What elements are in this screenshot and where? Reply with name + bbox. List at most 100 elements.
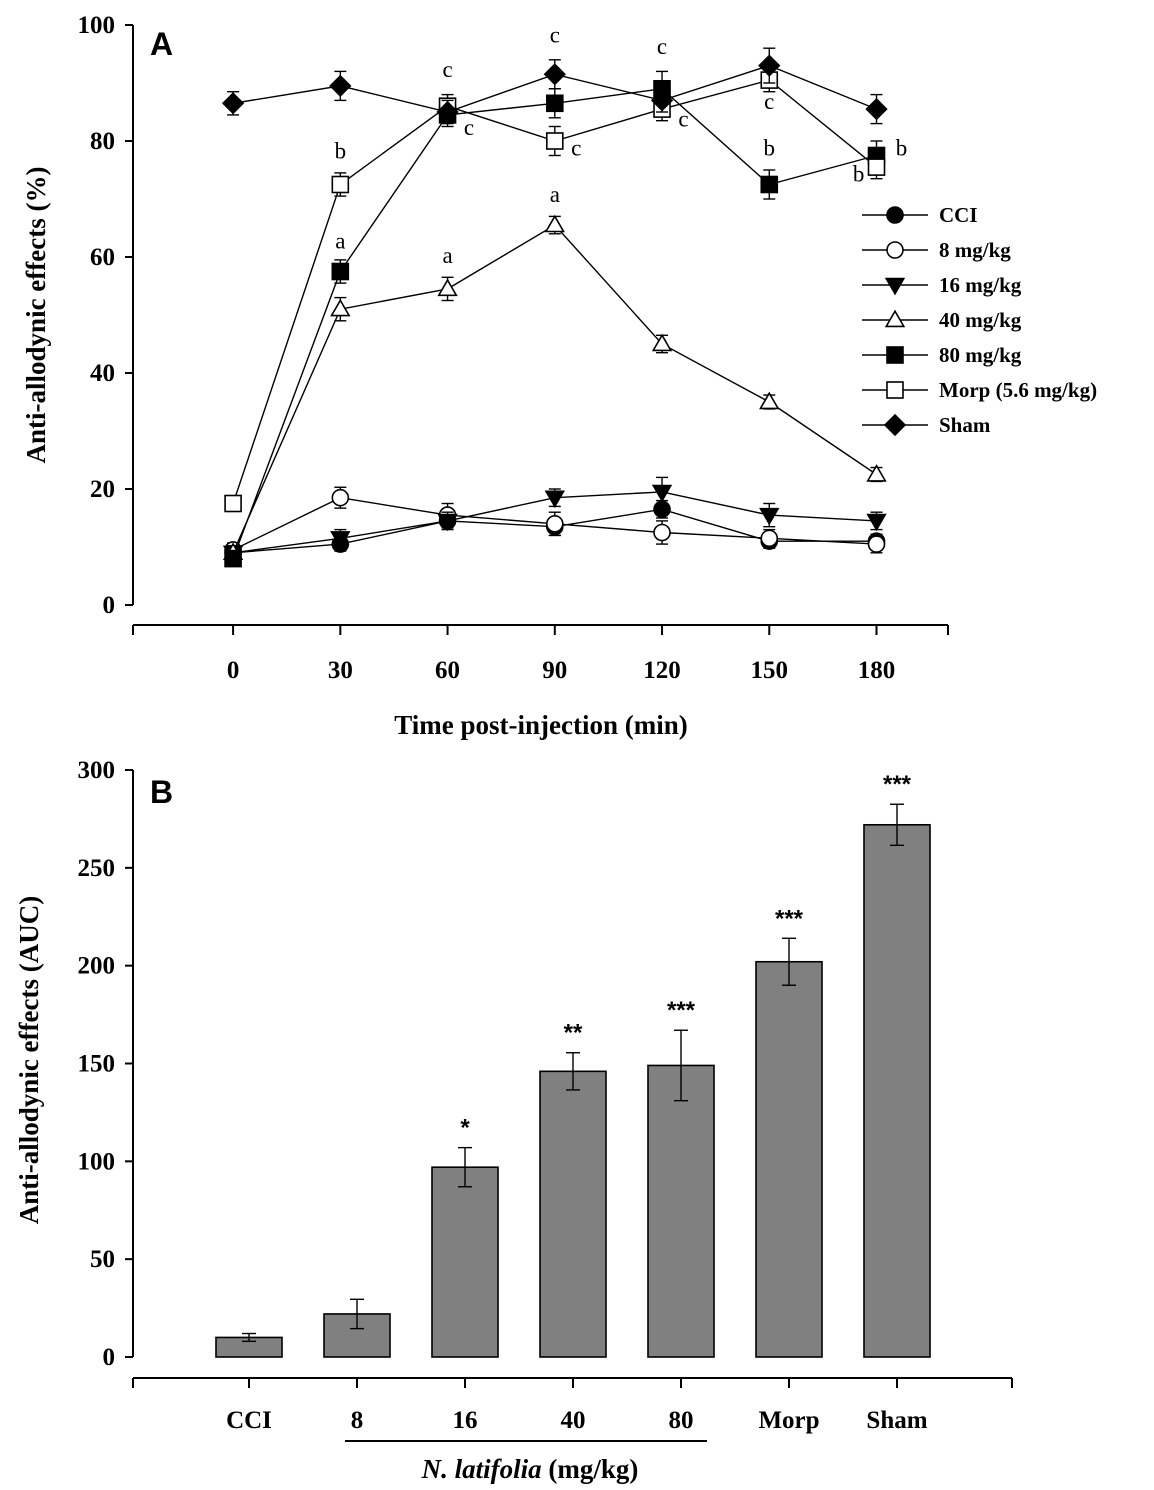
chart-b-y-tick-label: 300 xyxy=(78,757,116,784)
chart-b-group-label-italic: N. latifolia xyxy=(421,1454,542,1484)
chart-b-x-tick-label-16: 16 xyxy=(453,1407,478,1434)
point-40-mg-kg xyxy=(866,464,887,482)
significance-letter: c xyxy=(764,89,774,114)
chart-a: A Anti-allodynic effects (%) Time post-i… xyxy=(21,12,1097,740)
point-sham xyxy=(865,97,888,121)
significance-letter: b xyxy=(764,136,776,161)
chart-a-y-tick-label: 0 xyxy=(103,592,116,619)
series-line-80-mg-kg xyxy=(232,88,877,559)
legend-label-40-mg-kg: 40 mg/kg xyxy=(939,308,1022,332)
point-80-mg-kg xyxy=(760,175,779,194)
legend-label-sham: Sham xyxy=(939,413,991,437)
significance-letter: c xyxy=(678,107,688,132)
legend-label-morp-5-6-mg-kg: Morp (5.6 mg/kg) xyxy=(939,378,1097,402)
point-16-mg-kg xyxy=(544,490,565,509)
legend-item-8-mg-kg: 8 mg/kg xyxy=(862,238,1011,262)
panel-a-letter: A xyxy=(150,26,173,62)
significance-stars-sham: *** xyxy=(883,771,912,798)
bar-sham xyxy=(863,823,931,1358)
significance-letter: c xyxy=(657,34,667,59)
chart-b-group-label: N. latifolia (mg/kg) xyxy=(421,1454,639,1484)
chart-a-x-tick-label: 60 xyxy=(435,657,460,684)
significance-letter: b xyxy=(335,138,347,163)
legend-label-cci: CCI xyxy=(939,203,978,227)
chart-a-y-tick-label: 40 xyxy=(90,360,115,387)
legend-marker-8-mg-kg xyxy=(886,241,904,259)
significance-letter: a xyxy=(550,182,560,207)
point-16-mg-kg xyxy=(651,484,673,503)
point-40-mg-kg xyxy=(330,298,351,317)
chart-a-x-tick-label: 150 xyxy=(751,657,789,684)
chart-b-x-tick-label-sham: Sham xyxy=(866,1407,927,1434)
chart-a-y-tick-label: 80 xyxy=(90,128,115,155)
chart-a-x-tick-label: 180 xyxy=(858,657,896,684)
point-40-mg-kg xyxy=(544,214,565,233)
point-40-mg-kg xyxy=(437,278,458,297)
legend-marker-16-mg-kg xyxy=(884,277,906,296)
significance-letter: a xyxy=(442,243,452,268)
legend-label-80-mg-kg: 80 mg/kg xyxy=(939,343,1022,367)
chart-b-y-tick-label: 200 xyxy=(78,953,116,980)
chart-b-y-tick-label: 100 xyxy=(78,1148,116,1175)
significance-letter: b xyxy=(853,162,865,187)
chart-a-y-axis-title: Anti-allodynic effects (%) xyxy=(21,167,51,464)
chart-b-x-tick-label-morp: Morp xyxy=(758,1407,819,1434)
legend-item-16-mg-kg: 16 mg/kg xyxy=(862,273,1022,297)
point-16-mg-kg xyxy=(330,531,351,549)
point-morp-5-6-mg-kg xyxy=(867,158,886,176)
chart-a-x-tick-label: 90 xyxy=(542,657,567,684)
point-morp-5-6-mg-kg xyxy=(545,132,564,150)
significance-letter: b xyxy=(896,136,908,161)
point-8-mg-kg xyxy=(867,535,886,553)
point-8-mg-kg xyxy=(331,488,350,507)
legend-label-16-mg-kg: 16 mg/kg xyxy=(939,273,1022,297)
point-80-mg-kg xyxy=(331,262,350,281)
legend-marker-80-mg-kg xyxy=(886,346,904,364)
legend-marker-cci xyxy=(886,206,904,224)
point-80-mg-kg xyxy=(224,549,242,568)
legend-item-80-mg-kg: 80 mg/kg xyxy=(862,343,1022,367)
point-sham xyxy=(543,63,566,86)
point-16-mg-kg xyxy=(437,513,458,532)
legend-item-sham: Sham xyxy=(862,413,991,437)
chart-a-y-tick-label: 60 xyxy=(90,244,115,271)
chart-a-y-tick-label: 100 xyxy=(78,12,116,39)
point-sham xyxy=(436,100,459,124)
legend-item-morp-5-6-mg-kg: Morp (5.6 mg/kg) xyxy=(862,378,1097,402)
significance-stars-40: ** xyxy=(564,1020,583,1047)
legend-marker-sham xyxy=(883,413,907,437)
significance-letter: c xyxy=(550,22,560,47)
panel-b-letter: B xyxy=(150,774,173,810)
significance-letter: c xyxy=(571,136,581,161)
chart-a-x-tick-label: 30 xyxy=(328,657,353,684)
series-16-mg-kg xyxy=(222,476,887,564)
chart-a-x-tick-label: 120 xyxy=(643,657,681,684)
chart-b-x-tick-label-40: 40 xyxy=(561,1407,586,1434)
point-8-mg-kg xyxy=(545,514,564,533)
point-16-mg-kg xyxy=(759,507,780,526)
point-40-mg-kg xyxy=(759,391,780,410)
bar-80 xyxy=(647,1064,715,1358)
chart-a-x-axis-title: Time post-injection (min) xyxy=(394,710,687,740)
point-morp-5-6-mg-kg xyxy=(224,494,242,513)
point-80-mg-kg xyxy=(545,94,564,113)
significance-letter: a xyxy=(335,228,345,253)
bar-16 xyxy=(431,1166,499,1358)
chart-a-y-tick-label: 20 xyxy=(90,476,115,503)
bar-morp xyxy=(755,960,823,1358)
legend-marker-morp-5-6-mg-kg xyxy=(886,381,904,399)
chart-b-x-tick-label-cci: CCI xyxy=(226,1407,272,1434)
point-morp-5-6-mg-kg xyxy=(331,175,350,194)
legend-label-8-mg-kg: 8 mg/kg xyxy=(939,238,1011,262)
chart-b-y-tick-label: 50 xyxy=(90,1246,115,1273)
point-8-mg-kg xyxy=(653,523,671,542)
series-morp-5-6-mg-kg xyxy=(224,67,886,513)
significance-letter: c xyxy=(464,115,474,140)
legend-item-40-mg-kg: 40 mg/kg xyxy=(862,308,1022,332)
point-sham xyxy=(650,89,674,112)
significance-stars-16: * xyxy=(460,1115,470,1142)
point-sham xyxy=(758,54,781,77)
significance-stars-80: *** xyxy=(667,997,696,1024)
point-sham xyxy=(221,92,245,115)
